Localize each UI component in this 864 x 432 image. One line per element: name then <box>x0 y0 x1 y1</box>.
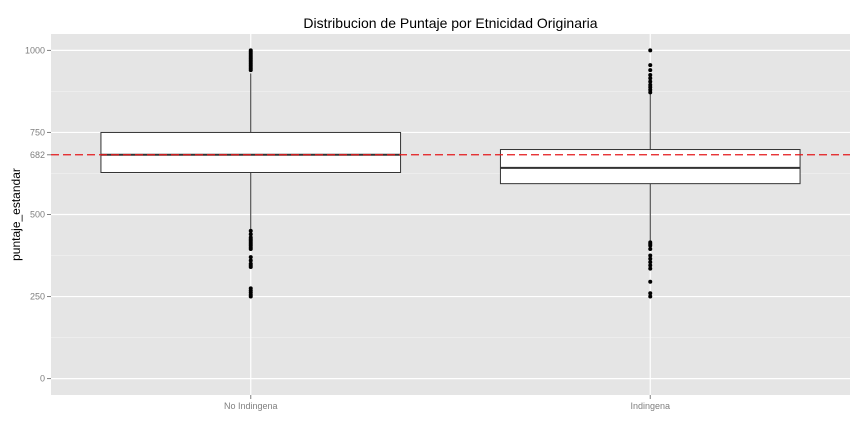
box-iqr <box>100 131 402 173</box>
x-tick-label: No Indingena <box>224 401 278 411</box>
outlier-point <box>648 63 653 68</box>
y-axis-label: puntaje_estandar <box>9 168 23 261</box>
outlier-point <box>648 79 653 84</box>
y-tick-label: 682 <box>30 150 45 160</box>
box-no-indingena <box>100 48 402 299</box>
outlier-point <box>648 266 653 271</box>
outlier-point <box>248 246 253 251</box>
outlier-point <box>248 228 253 233</box>
outlier-point <box>248 68 253 73</box>
outlier-point <box>648 263 653 268</box>
x-tick-label: Indingena <box>630 401 670 411</box>
outlier-point <box>248 258 253 263</box>
outlier-point <box>648 243 653 248</box>
y-tick-label: 0 <box>40 374 45 384</box>
outlier-point <box>648 76 653 81</box>
outlier-point <box>648 48 653 53</box>
y-tick-label: 250 <box>30 292 45 302</box>
outlier-point <box>248 265 253 270</box>
chart-title: Distribucion de Puntaje por Etnicidad Or… <box>303 15 597 31</box>
outlier-point <box>248 294 253 299</box>
y-tick-label: 1000 <box>25 45 45 55</box>
y-tick-label: 750 <box>30 127 45 137</box>
outlier-point <box>648 279 653 284</box>
y-tick-label: 500 <box>30 210 45 220</box>
outlier-point <box>648 291 653 296</box>
x-axis-ticks: No Indingena Indingena <box>224 395 670 411</box>
y-axis-ticks: 0 250 500 750 1000 682 <box>25 45 51 384</box>
outlier-point <box>648 253 653 258</box>
outlier-point <box>648 90 653 95</box>
outlier-point <box>648 246 653 251</box>
outlier-point <box>648 73 653 78</box>
outlier-point <box>648 294 653 299</box>
outlier-point <box>648 256 653 261</box>
outlier-point <box>648 68 653 73</box>
outlier-point <box>648 260 653 265</box>
outlier-point <box>248 255 253 260</box>
outlier-point <box>248 232 253 237</box>
